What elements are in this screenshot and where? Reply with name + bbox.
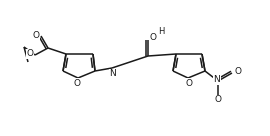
Text: O: O bbox=[73, 78, 80, 87]
Text: O: O bbox=[185, 78, 193, 87]
Text: N: N bbox=[214, 75, 220, 84]
Text: O: O bbox=[32, 30, 39, 39]
Text: O: O bbox=[235, 67, 241, 76]
Text: N: N bbox=[110, 69, 116, 78]
Text: H: H bbox=[158, 27, 164, 36]
Text: O: O bbox=[214, 95, 221, 104]
Text: O: O bbox=[26, 50, 33, 58]
Text: O: O bbox=[150, 33, 157, 41]
